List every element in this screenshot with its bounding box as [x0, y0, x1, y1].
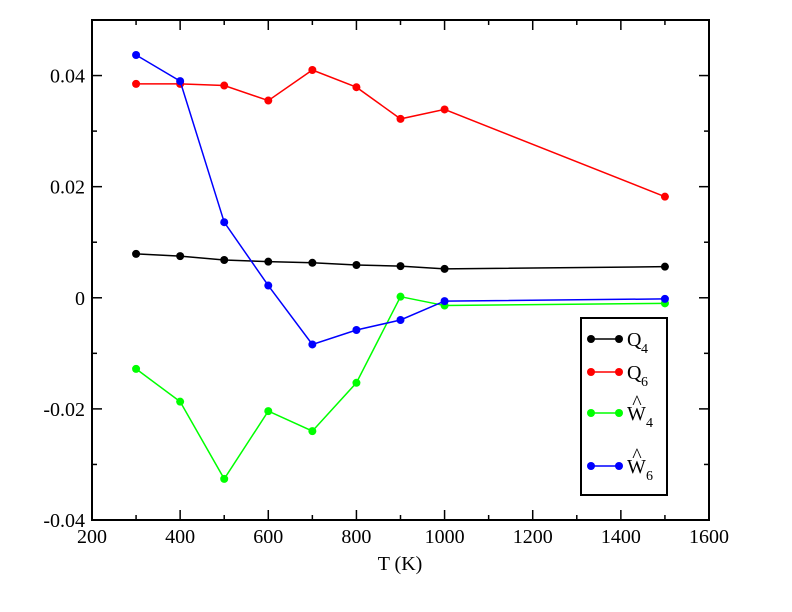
- axis-ticks: 200 400 600 800 1000 1200 1400 1600 -0.04 -0.02 0 0…: [43, 20, 729, 548]
- data-point: [396, 114, 405, 123]
- data-point: [176, 77, 185, 86]
- x-tick-label: 600: [253, 526, 283, 548]
- legend: Q 4Q 6^W 4^W 6: [580, 317, 668, 496]
- data-point: [440, 105, 449, 114]
- legend-label: W: [627, 456, 646, 478]
- data-point: [660, 262, 669, 271]
- legend-label-subscript: 4: [646, 416, 653, 431]
- data-point: [352, 261, 361, 269]
- legend-marker: [615, 409, 623, 417]
- x-tick-label: 1200: [513, 526, 553, 548]
- x-tick-label: 800: [341, 526, 371, 548]
- data-point: [264, 96, 273, 105]
- legend-label-subscript: 4: [641, 342, 648, 357]
- data-point: [660, 192, 669, 201]
- data-point: [660, 294, 669, 303]
- series-layer: [132, 51, 669, 483]
- data-point: [132, 249, 141, 258]
- data-point: [220, 218, 229, 227]
- data-point: [132, 51, 141, 59]
- y-tick-label: 0: [75, 288, 85, 310]
- legend-label-subscript: 6: [641, 375, 648, 390]
- series-line: [135, 54, 665, 346]
- data-point: [176, 397, 185, 406]
- data-point: [440, 297, 449, 306]
- legend-label: Q: [627, 362, 642, 384]
- y-tick-label: 0.04: [50, 66, 85, 88]
- y-tick-label: 0.02: [50, 177, 85, 199]
- data-point: [352, 83, 361, 92]
- legend-marker: [615, 368, 623, 376]
- x-tick-label: 200: [77, 526, 107, 548]
- legend-marker: [587, 335, 595, 343]
- y-tick-label: -0.02: [43, 399, 85, 421]
- legend-marker: [587, 368, 595, 376]
- data-point: [308, 258, 317, 267]
- x-tick-label: 400: [165, 526, 195, 548]
- legend-marker: [615, 462, 623, 470]
- x-tick-label: 1600: [689, 526, 729, 548]
- data-point: [176, 252, 185, 261]
- x-axis-title: T (K): [378, 553, 423, 575]
- data-point: [308, 427, 317, 436]
- y-tick-label: -0.04: [43, 510, 85, 532]
- legend-marker: [615, 335, 623, 343]
- legend-label: W: [627, 403, 646, 425]
- data-point: [352, 378, 361, 387]
- legend-hat: ^: [632, 392, 642, 414]
- x-tick-label: 1400: [601, 526, 641, 548]
- data-point: [308, 66, 317, 74]
- data-point: [352, 326, 361, 334]
- legend-label: Q: [627, 329, 642, 351]
- data-point: [220, 81, 229, 90]
- data-point: [132, 364, 141, 373]
- legend-marker: [587, 462, 595, 470]
- legend-marker: [587, 409, 595, 417]
- data-point: [396, 292, 405, 301]
- legend-hat: ^: [632, 445, 642, 467]
- data-point: [220, 256, 229, 264]
- data-point: [264, 257, 273, 266]
- data-point: [440, 264, 449, 273]
- data-point: [396, 262, 405, 271]
- data-point: [264, 407, 273, 416]
- series-line: [136, 69, 666, 198]
- data-point: [308, 340, 317, 349]
- data-point: [264, 281, 273, 290]
- legend-label-subscript: 6: [646, 469, 653, 484]
- x-tick-label: 1000: [425, 526, 465, 548]
- data-point: [132, 79, 141, 88]
- data-point: [396, 316, 405, 324]
- data-point: [220, 474, 229, 483]
